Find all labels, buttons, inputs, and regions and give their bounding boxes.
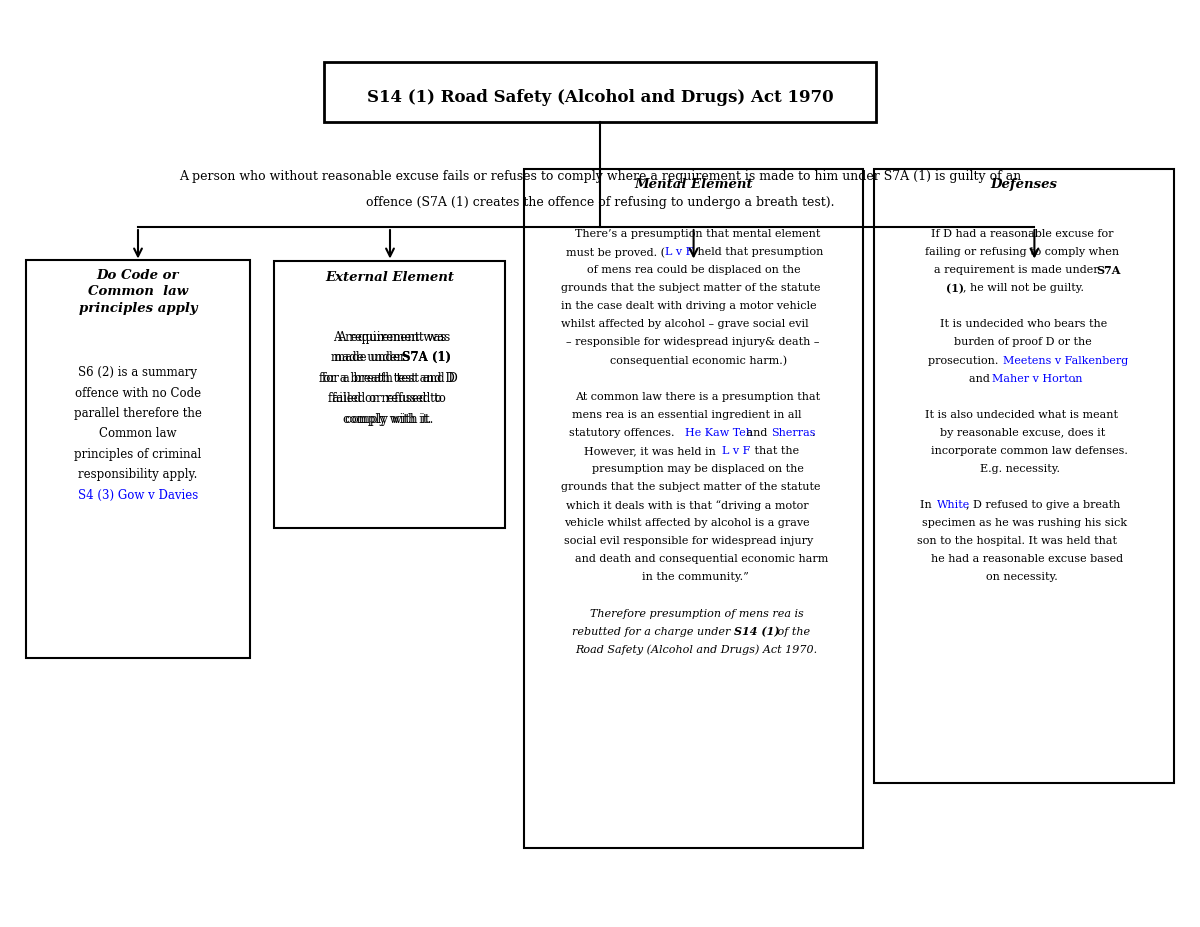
Text: If D had a reasonable excuse for: If D had a reasonable excuse for <box>931 229 1114 239</box>
Text: .: . <box>1073 374 1076 384</box>
Text: At common law there is a presumption that: At common law there is a presumption tha… <box>575 392 821 401</box>
Text: failed or refused to: failed or refused to <box>332 392 446 405</box>
Text: specimen as he was rushing his sick: specimen as he was rushing his sick <box>923 518 1128 528</box>
Text: of the: of the <box>774 627 811 637</box>
Text: that the: that the <box>751 446 799 456</box>
Text: social evil responsible for widespread injury: social evil responsible for widespread i… <box>564 537 812 546</box>
Text: he had a reasonable excuse based: he had a reasonable excuse based <box>931 554 1123 565</box>
Text: Meetens v Falkenberg: Meetens v Falkenberg <box>1003 356 1129 365</box>
Text: grounds that the subject matter of the statute: grounds that the subject matter of the s… <box>560 284 821 293</box>
Text: – responsible for widespread injury& death –: – responsible for widespread injury& dea… <box>566 337 820 348</box>
Text: It is also undecided what is meant: It is also undecided what is meant <box>925 410 1118 420</box>
Text: by reasonable excuse, does it: by reasonable excuse, does it <box>940 428 1105 438</box>
Bar <box>274 261 505 528</box>
Text: S4 (3) Gow v Davies: S4 (3) Gow v Davies <box>78 489 198 502</box>
Text: S7A (1): S7A (1) <box>402 351 451 364</box>
Text: A person who without reasonable excuse fails or refuses to comply where a requir: A person who without reasonable excuse f… <box>179 170 1021 183</box>
Text: in the case dealt with driving a motor vehicle: in the case dealt with driving a motor v… <box>560 301 816 311</box>
Text: S7A (1): S7A (1) <box>402 351 451 364</box>
Text: failed or refused to: failed or refused to <box>328 392 442 405</box>
Text: Do Code or
Common  law
principles apply: Do Code or Common law principles apply <box>79 269 197 315</box>
Text: Maher v Horton: Maher v Horton <box>992 374 1082 384</box>
Text: However, it was held in: However, it was held in <box>584 446 719 456</box>
Text: burden of proof D or the: burden of proof D or the <box>954 337 1092 348</box>
Text: E.g. necessity.: E.g. necessity. <box>980 464 1061 474</box>
Text: comply with it.: comply with it. <box>346 413 433 425</box>
Text: A requirement was: A requirement was <box>332 331 446 344</box>
Text: statutory offences.: statutory offences. <box>569 428 678 438</box>
Text: prosecution.: prosecution. <box>929 356 1002 365</box>
Text: responsibility apply.: responsibility apply. <box>78 468 198 481</box>
Text: Sherras: Sherras <box>772 428 816 438</box>
Text: vehicle whilst affected by alcohol is a grave: vehicle whilst affected by alcohol is a … <box>564 518 809 528</box>
Bar <box>524 169 863 848</box>
Bar <box>874 169 1174 783</box>
Text: A requirement was: A requirement was <box>337 331 450 344</box>
Text: must be proved. (: must be proved. ( <box>566 248 666 258</box>
Text: In: In <box>919 500 935 510</box>
Text: Road Safety (Alcohol and Drugs) Act 1970.: Road Safety (Alcohol and Drugs) Act 1970… <box>575 645 817 655</box>
Text: a requirement is made under: a requirement is made under <box>934 265 1102 275</box>
Text: offence (S7A (1) creates the offence of refusing to undergo a breath test).: offence (S7A (1) creates the offence of … <box>366 196 834 209</box>
Text: incorporate common law defenses.: incorporate common law defenses. <box>931 446 1128 456</box>
Text: He Kaw Teh: He Kaw Teh <box>685 428 752 438</box>
Text: for a breath test and D: for a breath test and D <box>322 372 457 385</box>
Text: in the community.”: in the community.” <box>642 573 749 582</box>
Text: held that presumption: held that presumption <box>694 248 823 257</box>
Text: (1): (1) <box>946 283 964 294</box>
Text: on necessity.: on necessity. <box>986 572 1057 582</box>
Text: presumption may be displaced on the: presumption may be displaced on the <box>593 464 804 474</box>
Text: whilst affected by alcohol – grave social evil: whilst affected by alcohol – grave socia… <box>560 320 809 329</box>
Text: Mental Element: Mental Element <box>635 178 752 191</box>
Text: , he will not be guilty.: , he will not be guilty. <box>962 283 1084 293</box>
Text: offence with no Code: offence with no Code <box>74 387 202 400</box>
Text: and: and <box>743 428 770 438</box>
Text: S6 (2) is a summary: S6 (2) is a summary <box>78 366 198 379</box>
Text: comply with it.: comply with it. <box>343 413 432 425</box>
Text: L v F: L v F <box>722 446 751 456</box>
Text: and: and <box>968 374 994 384</box>
Text: grounds that the subject matter of the statute: grounds that the subject matter of the s… <box>560 482 821 492</box>
Text: Common law: Common law <box>100 427 176 440</box>
Text: mens rea is an essential ingredient in all: mens rea is an essential ingredient in a… <box>572 410 802 420</box>
Text: S7A: S7A <box>1096 265 1120 276</box>
Text: rebutted for a charge under: rebutted for a charge under <box>572 627 734 637</box>
Text: , D refused to give a breath: , D refused to give a breath <box>966 500 1120 510</box>
Text: son to the hospital. It was held that: son to the hospital. It was held that <box>917 536 1117 546</box>
Text: Defenses: Defenses <box>990 178 1057 191</box>
Text: parallel therefore the: parallel therefore the <box>74 407 202 420</box>
Text: failing or refusing to comply when: failing or refusing to comply when <box>925 247 1120 257</box>
Text: made under: made under <box>331 351 407 364</box>
Text: and death and consequential economic harm: and death and consequential economic har… <box>575 554 828 565</box>
Bar <box>26 260 250 658</box>
Text: It is undecided who bears the: It is undecided who bears the <box>940 319 1108 329</box>
Text: S14 (1) Road Safety (Alcohol and Drugs) Act 1970: S14 (1) Road Safety (Alcohol and Drugs) … <box>367 89 833 106</box>
Text: consequential economic harm.): consequential economic harm.) <box>610 356 787 366</box>
Text: External Element: External Element <box>325 271 454 284</box>
Text: principles of criminal: principles of criminal <box>74 448 202 461</box>
Text: There’s a presumption that mental element: There’s a presumption that mental elemen… <box>575 229 821 239</box>
Text: S14 (1): S14 (1) <box>734 627 780 638</box>
Text: made under: made under <box>334 351 409 364</box>
Text: of mens rea could be displaced on the: of mens rea could be displaced on the <box>587 265 800 275</box>
Text: .: . <box>812 428 816 438</box>
Text: L v F: L v F <box>665 248 694 257</box>
Text: which it deals with is that “driving a motor: which it deals with is that “driving a m… <box>566 501 809 511</box>
Text: Therefore presumption of mens rea is: Therefore presumption of mens rea is <box>589 609 803 618</box>
Bar <box>324 62 876 122</box>
Text: White: White <box>937 500 970 510</box>
Text: for a breath test and D: for a breath test and D <box>319 372 455 385</box>
